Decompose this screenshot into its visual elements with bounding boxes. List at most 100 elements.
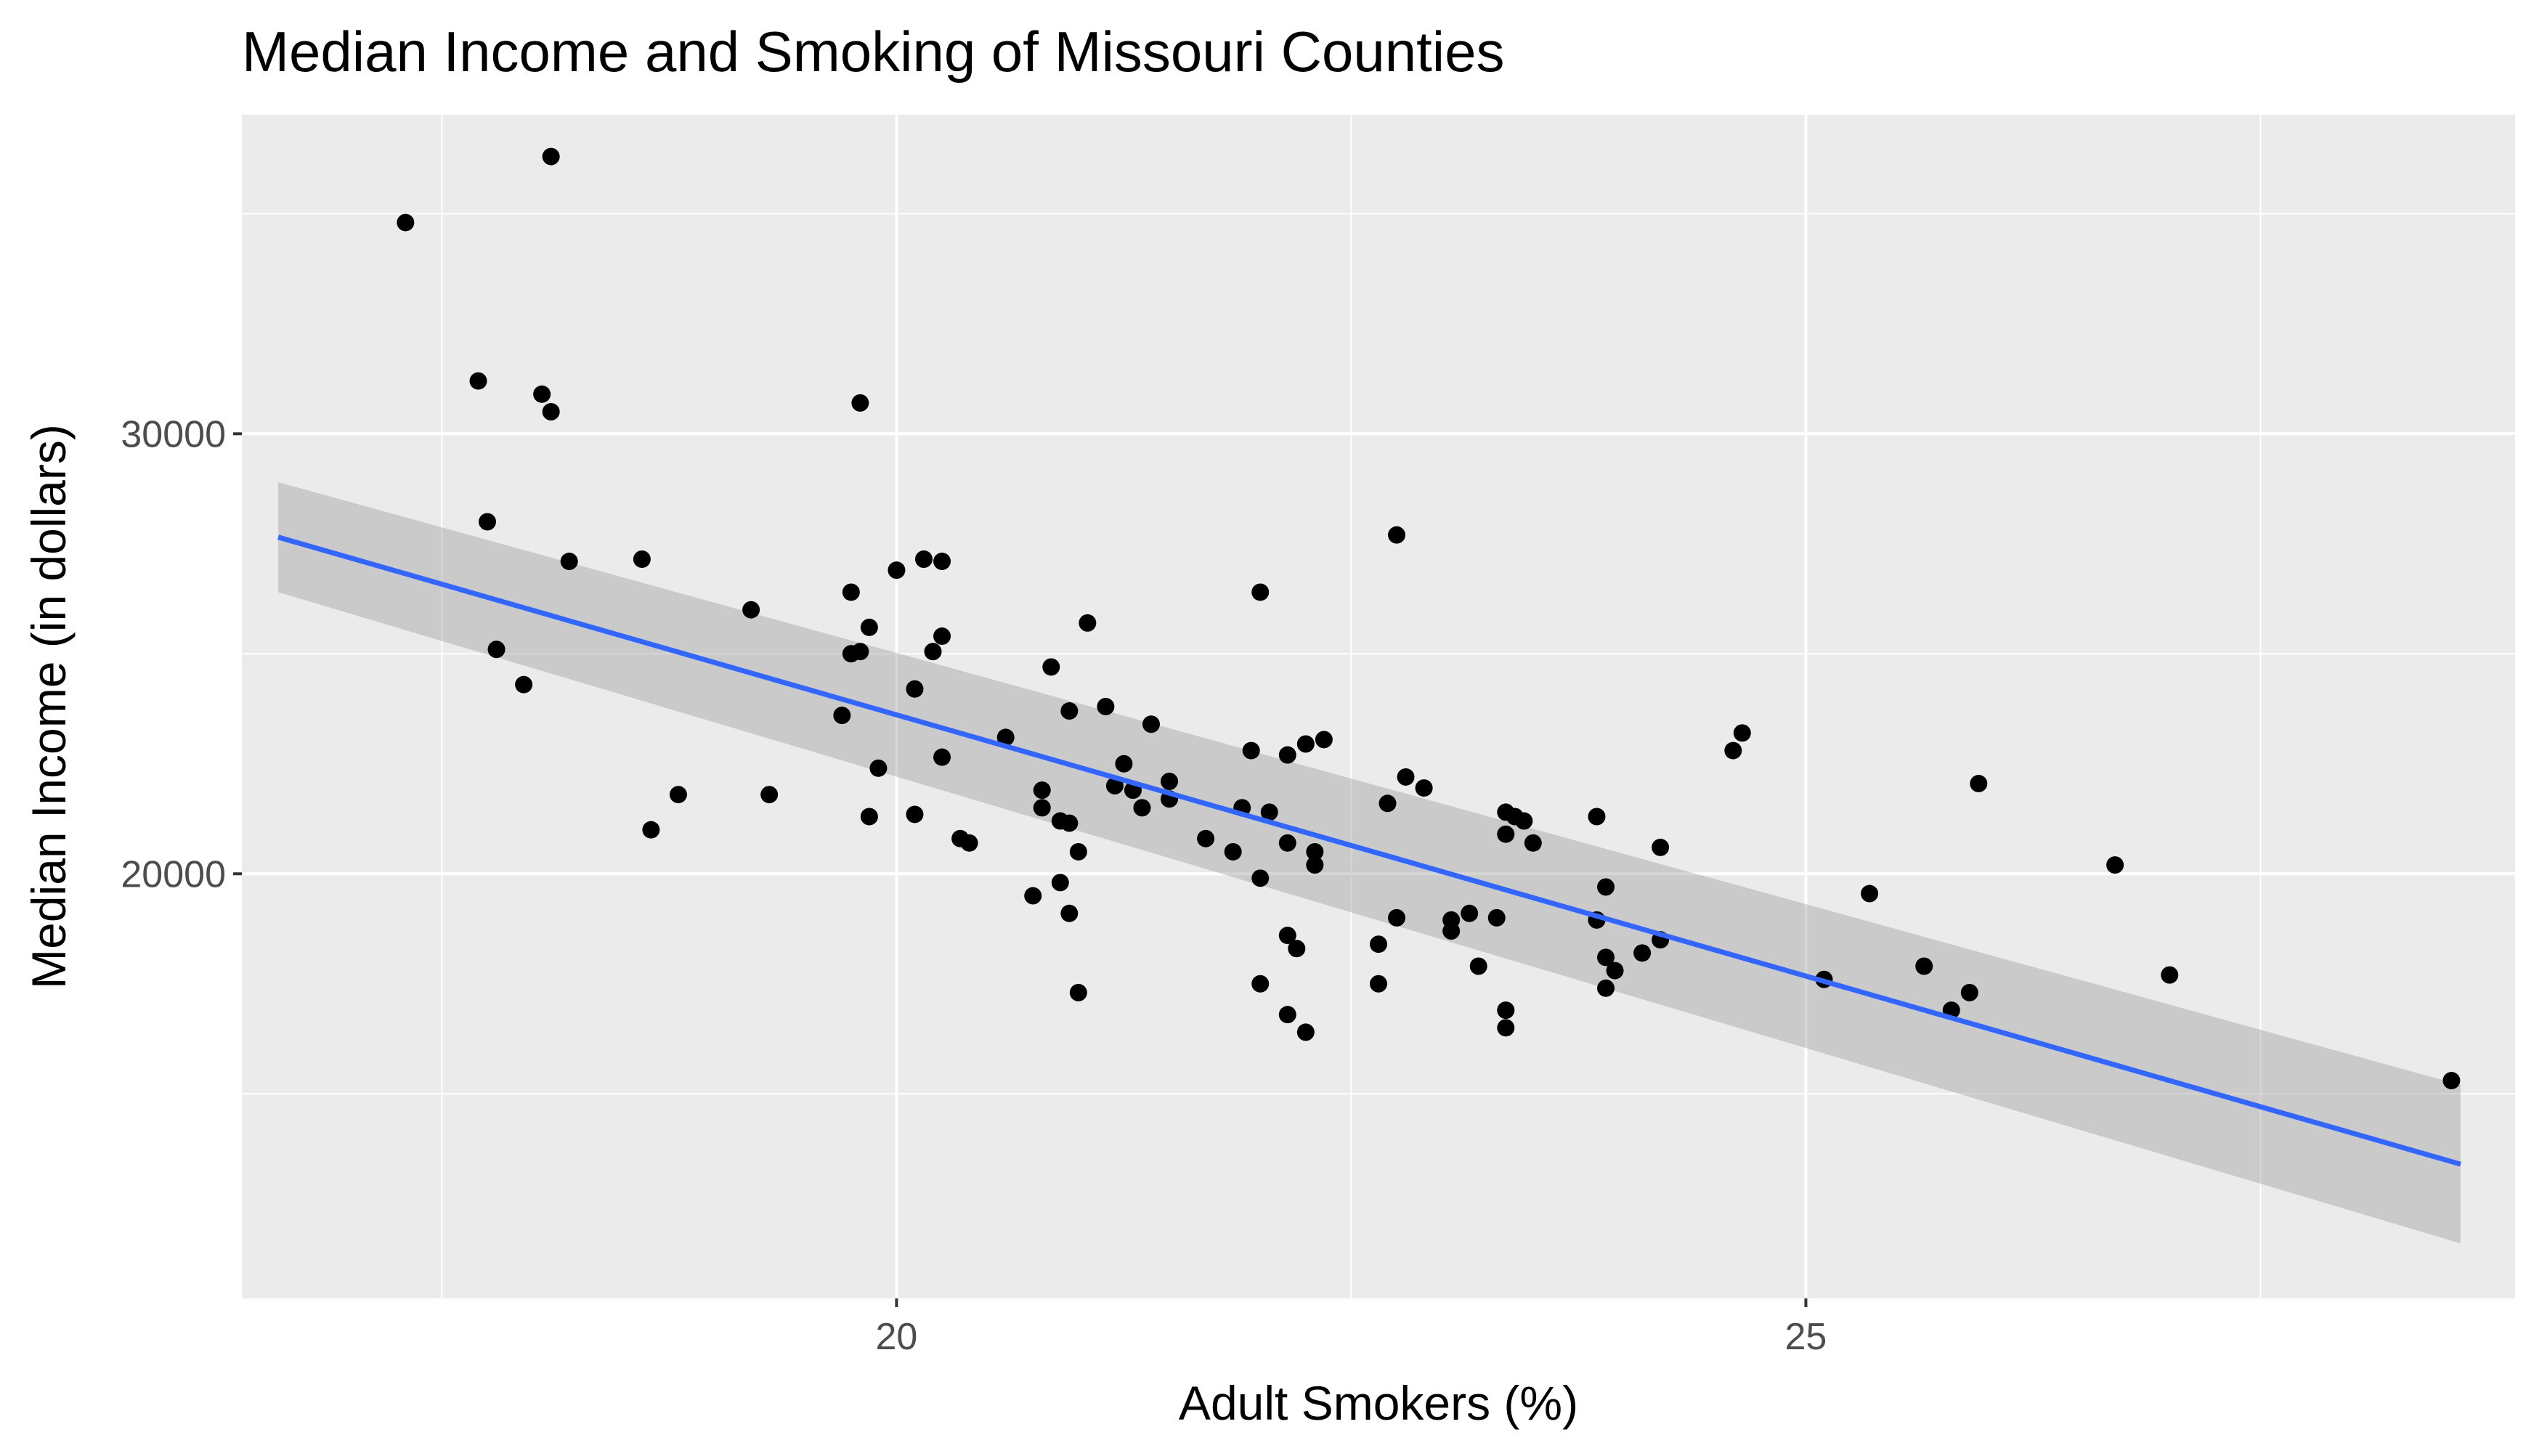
data-point bbox=[1051, 874, 1069, 892]
data-point bbox=[1278, 1006, 1296, 1024]
data-point bbox=[1497, 1019, 1515, 1037]
data-point bbox=[1224, 842, 1242, 861]
y-axis: 20000 30000 bbox=[121, 413, 242, 895]
data-point bbox=[1251, 583, 1270, 601]
y-tick-label: 20000 bbox=[121, 853, 226, 895]
x-tick-label: 25 bbox=[1785, 1316, 1827, 1358]
data-point bbox=[1524, 834, 1542, 852]
x-tick-label: 20 bbox=[876, 1316, 918, 1358]
data-point bbox=[1296, 1023, 1315, 1041]
data-point bbox=[842, 583, 860, 601]
data-point bbox=[487, 640, 505, 659]
data-point bbox=[515, 675, 533, 694]
data-point bbox=[642, 821, 660, 839]
data-point bbox=[1161, 773, 1179, 791]
y-axis-label: Median Income (in dollars) bbox=[22, 424, 76, 989]
data-point bbox=[1060, 702, 1079, 720]
fit-line-layer bbox=[277, 534, 2461, 1167]
data-point bbox=[1306, 842, 1324, 861]
data-point bbox=[1060, 904, 1079, 922]
data-point bbox=[1296, 735, 1315, 753]
data-point bbox=[2106, 856, 2124, 874]
data-point bbox=[1370, 975, 1387, 993]
data-point bbox=[1397, 768, 1415, 786]
data-point bbox=[1970, 775, 1988, 793]
data-points bbox=[397, 147, 2461, 1090]
data-point bbox=[906, 680, 924, 698]
data-point bbox=[1115, 755, 1133, 773]
chart-title: Median Income and Smoking of Missouri Co… bbox=[242, 20, 1505, 84]
data-point bbox=[933, 627, 951, 646]
data-point bbox=[842, 645, 860, 663]
data-point bbox=[1388, 908, 1406, 927]
data-point bbox=[1415, 779, 1433, 797]
data-point bbox=[479, 513, 497, 531]
data-point bbox=[1652, 838, 1670, 856]
data-point bbox=[1597, 979, 1615, 997]
data-point bbox=[1733, 724, 1751, 742]
regression-line bbox=[277, 534, 2461, 1167]
data-point bbox=[1861, 884, 1879, 903]
data-point bbox=[1278, 927, 1296, 945]
data-point bbox=[1069, 983, 1087, 1001]
data-point bbox=[469, 372, 487, 390]
data-point bbox=[1515, 812, 1533, 830]
data-point bbox=[1497, 1001, 1515, 1020]
grid-minor bbox=[242, 115, 2515, 1298]
data-point bbox=[860, 618, 878, 636]
data-point bbox=[2442, 1072, 2461, 1090]
grid-major bbox=[242, 115, 2515, 1298]
data-point bbox=[742, 601, 760, 619]
data-point bbox=[933, 748, 951, 766]
x-axis-label: Adult Smokers (%) bbox=[1179, 1376, 1578, 1430]
data-point bbox=[833, 707, 851, 725]
data-point bbox=[1915, 957, 1933, 975]
data-point bbox=[1024, 887, 1042, 905]
data-point bbox=[2161, 966, 2179, 984]
y-tick-label: 30000 bbox=[121, 413, 226, 455]
data-point bbox=[933, 553, 951, 571]
data-point bbox=[1633, 944, 1652, 962]
x-axis: 20 25 bbox=[876, 1298, 1827, 1358]
data-point bbox=[1378, 794, 1397, 813]
data-point bbox=[1388, 526, 1406, 544]
data-point bbox=[1588, 808, 1606, 826]
data-point bbox=[1033, 781, 1051, 800]
data-point bbox=[996, 728, 1015, 747]
data-point bbox=[1442, 911, 1461, 929]
data-point bbox=[1133, 799, 1151, 817]
data-point bbox=[1079, 614, 1097, 632]
data-point bbox=[1251, 975, 1270, 993]
data-point bbox=[1278, 746, 1296, 764]
confidence-band bbox=[278, 481, 2461, 1244]
data-point bbox=[1487, 908, 1506, 927]
plot-panel bbox=[242, 115, 2515, 1298]
data-point bbox=[1278, 834, 1296, 852]
data-point bbox=[397, 213, 415, 232]
data-point bbox=[1033, 799, 1051, 817]
data-point bbox=[1251, 869, 1270, 887]
data-point bbox=[1606, 961, 1624, 980]
data-point bbox=[1097, 698, 1115, 715]
data-point bbox=[860, 808, 878, 826]
data-point bbox=[915, 550, 933, 569]
data-point bbox=[1597, 948, 1615, 967]
data-point bbox=[1260, 803, 1278, 821]
data-point bbox=[1060, 814, 1079, 832]
data-point bbox=[1142, 715, 1160, 733]
data-point bbox=[1042, 658, 1060, 676]
data-point bbox=[1306, 856, 1324, 874]
data-point bbox=[924, 643, 942, 661]
data-point bbox=[1461, 904, 1479, 922]
data-point bbox=[669, 786, 687, 804]
data-point bbox=[633, 550, 651, 569]
data-point bbox=[1069, 842, 1087, 861]
data-point bbox=[1197, 829, 1215, 847]
data-point bbox=[1315, 731, 1333, 749]
data-point bbox=[1960, 983, 1978, 1001]
data-point bbox=[542, 147, 560, 166]
data-point bbox=[542, 403, 560, 421]
data-point bbox=[851, 394, 869, 412]
